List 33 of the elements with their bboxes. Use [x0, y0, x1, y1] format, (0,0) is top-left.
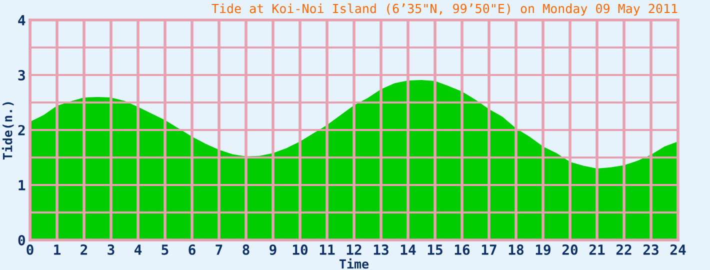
x-tick-label: 4 [134, 244, 142, 255]
x-tick-label: 0 [26, 244, 34, 255]
y-axis-title: Tide(n.) [2, 102, 14, 160]
x-tick-label: 13 [374, 244, 388, 255]
x-tick-label: 5 [162, 244, 168, 255]
x-tick-label: 12 [346, 244, 362, 255]
chart-title: Tide at Koi-Noi Island (6’35"N, 99’50"E) on Monday 09 May 2011 [212, 3, 678, 16]
x-tick-label: 22 [616, 244, 632, 255]
x-tick-label: 23 [643, 244, 658, 255]
x-tick-label: 17 [482, 244, 496, 255]
x-tick-label: 19 [536, 244, 550, 255]
x-tick-label: 20 [562, 244, 578, 255]
x-tick-label: 14 [400, 244, 416, 255]
x-axis-title: Time [340, 258, 369, 269]
x-tick-label: 16 [454, 244, 470, 255]
x-tick-label: 3 [108, 244, 114, 255]
y-tick-label: 2 [18, 124, 25, 136]
y-tick-label: 4 [18, 15, 26, 26]
x-tick-label: 21 [589, 244, 605, 255]
x-tick-label: 11 [320, 244, 335, 255]
x-tick-label: 1 [54, 244, 61, 255]
x-tick-label: 2 [80, 244, 88, 255]
x-tick-label: 10 [292, 244, 308, 255]
x-tick-label: 7 [216, 244, 222, 255]
x-tick-label: 6 [188, 244, 196, 255]
x-tick-label: 24 [670, 244, 686, 255]
x-tick-label: 8 [242, 244, 250, 255]
y-tick-label: 3 [18, 70, 25, 80]
x-tick-label: 15 [428, 244, 442, 255]
y-tick-label: 1 [18, 180, 26, 190]
y-tick-label: 0 [18, 234, 25, 246]
x-tick-label: 9 [270, 244, 276, 255]
x-tick-label: 18 [508, 244, 524, 255]
